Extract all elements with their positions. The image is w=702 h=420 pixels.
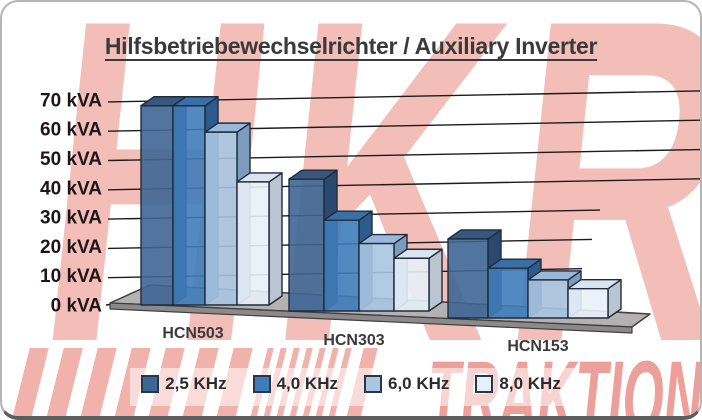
legend-item-4: 8,0 KHz bbox=[475, 374, 561, 394]
category-label-hcn303: HCN303 bbox=[323, 332, 384, 349]
y-axis-tick-label: 40 kVA bbox=[40, 178, 102, 199]
bar-hcn503-s3 bbox=[204, 131, 238, 306]
legend-swatch-icon bbox=[141, 375, 160, 393]
y-axis-tick-label: 20 kVA bbox=[40, 237, 102, 258]
legend-label: 6,0 KHz bbox=[388, 374, 450, 393]
bar-hcn503-s1 bbox=[140, 105, 174, 306]
chart-title: Hilfsbetriebewechselrichter / Auxiliary … bbox=[104, 33, 598, 59]
floor-edge bbox=[109, 302, 633, 334]
stripe bbox=[7, 348, 49, 416]
y-axis-tick-label: 60 kVA bbox=[40, 120, 102, 141]
category-label-hcn503: HCN503 bbox=[162, 325, 223, 342]
bar-hcn153-s1 bbox=[447, 238, 489, 319]
y-axis-tick-label: 10 kVA bbox=[40, 266, 102, 287]
bar-hcn153-s4 bbox=[567, 288, 609, 319]
legend-item-2: 4,0 KHz bbox=[252, 374, 338, 394]
legend-label: 2,5 KHz bbox=[165, 374, 227, 393]
category-label-hcn153: HCN153 bbox=[507, 338, 568, 355]
legend-label: 8,0 KHz bbox=[499, 374, 561, 393]
legend-label: 4,0 KHz bbox=[276, 374, 338, 393]
bar-hcn503-s4 bbox=[236, 181, 270, 306]
bar-hcn153-s2 bbox=[487, 267, 529, 319]
bar-hcn303-s4-side bbox=[428, 248, 443, 312]
bar-hcn303-s3 bbox=[358, 242, 395, 312]
y-axis-tick-label: 0 kVA bbox=[51, 296, 103, 317]
stripe bbox=[75, 348, 117, 416]
bar-hcn303-s2 bbox=[323, 219, 360, 312]
y-axis-tick-label: 30 kVA bbox=[40, 208, 102, 229]
bar-hcn303-s4 bbox=[393, 257, 430, 312]
legend-swatch-icon bbox=[475, 375, 494, 393]
legend-backdrop bbox=[130, 368, 578, 406]
legend-item-3: 6,0 KHz bbox=[364, 374, 449, 394]
y-axis-tick-label: 70 kVA bbox=[40, 90, 102, 111]
watermark-hkr: HKR bbox=[22, 2, 702, 420]
stripe bbox=[41, 348, 83, 416]
legend-swatch-icon bbox=[252, 375, 271, 393]
legend-item-1: 2,5 KHz bbox=[141, 374, 227, 394]
y-axis-tick-label: 50 kVA bbox=[40, 149, 102, 170]
bar-hcn503-s2 bbox=[172, 105, 206, 306]
bar-hcn303-s1 bbox=[288, 178, 325, 312]
legend-swatch-icon bbox=[364, 375, 382, 393]
bar-hcn503-s4-side bbox=[268, 172, 283, 306]
legend: 2,5 KHz 4,0 KHz 6,0 KHz 8,0 KHz bbox=[2, 374, 700, 394]
bar-hcn153-s3 bbox=[527, 279, 569, 319]
